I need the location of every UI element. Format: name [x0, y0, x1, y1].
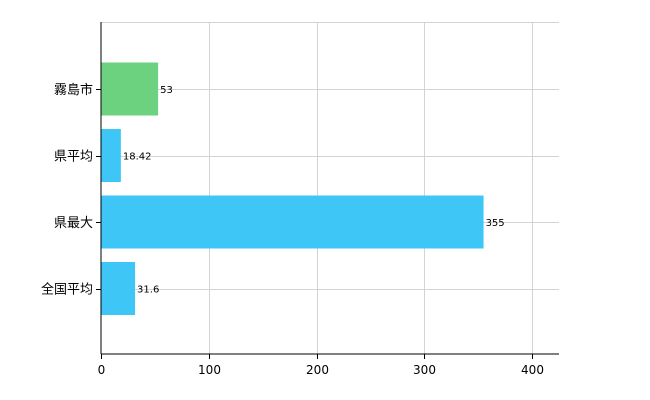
category-label: 全国平均: [41, 282, 93, 298]
x-tick-label: 200: [306, 363, 329, 377]
x-tick-label: 100: [198, 363, 221, 377]
x-tick-label: 0: [98, 363, 106, 377]
data-label: 18.42: [123, 152, 152, 163]
category-label: 県平均: [54, 150, 93, 165]
bar: [101, 195, 484, 249]
bar: [101, 129, 121, 182]
category-label: 県最大: [54, 216, 93, 231]
x-tick-label: 300: [413, 363, 436, 377]
grid: [101, 22, 559, 354]
data-label: 31.6: [137, 285, 159, 296]
data-label: 53: [160, 85, 173, 96]
bars: [101, 62, 484, 315]
category-label: 霧島市: [54, 82, 93, 98]
bar: [101, 62, 159, 116]
x-tick-label: 400: [521, 363, 544, 377]
labels: 0 100 200 300 400 霧島市 53 県平均 18.42 県最大 355 全国平均 31.6: [41, 82, 544, 377]
bar: [101, 262, 136, 315]
axes: [96, 22, 559, 359]
data-label: 355: [486, 218, 505, 229]
